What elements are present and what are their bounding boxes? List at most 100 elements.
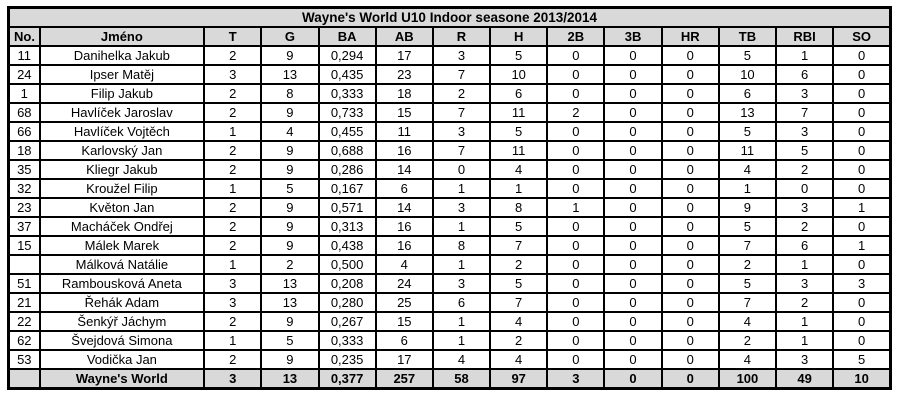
stat-cell-2b: 1 [546,197,606,218]
stat-cell-so: 1 [832,235,892,256]
stat-cell-r: 1 [431,311,492,332]
stat-cell-tb: 4 [717,159,778,180]
stat-cell-t: 2 [203,197,263,218]
stat-cell-t: 2 [203,102,263,123]
stat-cell-2b: 0 [546,330,606,351]
stat-cell-r: 8 [431,235,492,256]
table-row: 22 Šenkýř Jáchym 2 9 0,267 15 1 4 0 0 0 4 1 0 [7,311,892,332]
stat-cell-t: 3 [203,64,263,85]
table-row: 51 Rambousková Aneta 3 13 0,208 24 3 5 0 0 0 5 3 3 [7,273,892,294]
stat-cell-r: 0 [431,159,492,180]
stat-cell-3b: 0 [603,254,663,275]
stat-cell-tb: 2 [717,330,778,351]
player-name-cell: Kroužel Filip [38,178,206,199]
stat-cell-r: 7 [431,64,492,85]
stat-cell-rbi: 2 [775,159,835,180]
stat-cell-r: 3 [431,273,492,294]
player-number-cell [7,368,41,390]
player-name-cell: Wayne's World [38,368,206,390]
stat-cell-hr: 0 [660,273,720,294]
stat-cell-h: 1 [489,178,549,199]
player-name-cell: Vodička Jan [38,349,206,370]
stat-cell-ab: 16 [374,140,434,161]
stat-cell-so: 0 [832,102,892,123]
table-row: 15 Málek Marek 2 9 0,438 16 8 7 0 0 0 7 6 1 [7,235,892,256]
player-number-cell: 21 [7,292,41,313]
stat-cell-2b: 0 [546,83,606,104]
stat-cell-ab: 14 [374,197,434,218]
stat-cell-h: 10 [489,64,549,85]
column-header-h: H [489,26,549,47]
table-row: 24 Ipser Matěj 3 13 0,435 23 7 10 0 0 0 10 6 0 [7,64,892,85]
stat-cell-r: 3 [431,121,492,142]
stat-cell-g: 9 [260,349,320,370]
stat-cell-3b: 0 [603,216,663,237]
player-name-cell: Havlíček Jaroslav [38,102,206,123]
stat-cell-rbi: 3 [775,197,835,218]
table-row: 53 Vodička Jan 2 9 0,235 17 4 4 0 0 0 4 3 5 [7,349,892,370]
player-name-cell: Rambousková Aneta [38,273,206,294]
stat-cell-r: 1 [431,254,492,275]
stat-cell-r: 3 [431,197,492,218]
column-header-hr: HR [660,26,720,47]
player-number-cell: 18 [7,140,41,161]
player-number-cell: 37 [7,216,41,237]
player-number-cell: 35 [7,159,41,180]
stat-cell-tb: 9 [717,197,778,218]
column-header-rbi: RBI [775,26,835,47]
stat-cell-h: 97 [489,368,549,390]
stat-cell-2b: 0 [546,311,606,332]
stat-cell-so: 0 [832,45,892,66]
stat-cell-r: 4 [431,349,492,370]
table-row: 66 Havlíček Vojtěch 1 4 0,455 11 3 5 0 0 0 5 3 0 [7,121,892,142]
stat-cell-ba: 0,688 [317,140,377,161]
stat-cell-rbi: 6 [775,235,835,256]
stat-cell-3b: 0 [603,273,663,294]
stat-cell-t: 2 [203,140,263,161]
stat-cell-h: 8 [489,197,549,218]
stat-cell-tb: 10 [717,64,778,85]
stat-cell-ab: 4 [374,254,434,275]
stat-cell-tb: 13 [717,102,778,123]
stat-cell-t: 3 [203,292,263,313]
stat-cell-3b: 0 [603,102,663,123]
stat-cell-t: 2 [203,235,263,256]
team-total-row: Wayne's World 3 13 0,377 257 58 97 3 0 0 100 49 10 [7,368,892,390]
stat-cell-ab: 25 [374,292,434,313]
stat-cell-ab: 18 [374,83,434,104]
table-row: 37 Macháček Ondřej 2 9 0,313 16 1 5 0 0 0 5 2 0 [7,216,892,237]
player-name-cell: Šenkýř Jáchym [38,311,206,332]
stat-cell-2b: 0 [546,349,606,370]
stat-cell-t: 1 [203,254,263,275]
stat-cell-ab: 6 [374,178,434,199]
player-number-cell: 62 [7,330,41,351]
player-name-cell: Řehák Adam [38,292,206,313]
player-name-cell: Havlíček Vojtěch [38,121,206,142]
stat-cell-2b: 0 [546,235,606,256]
stat-cell-tb: 5 [717,273,778,294]
stat-cell-rbi: 3 [775,349,835,370]
player-name-cell: Švejdová Simona [38,330,206,351]
stat-cell-ba: 0,294 [317,45,377,66]
stat-cell-g: 9 [260,102,320,123]
stat-cell-ba: 0,167 [317,178,377,199]
stat-cell-ba: 0,333 [317,83,377,104]
stat-cell-3b: 0 [603,83,663,104]
player-number-cell: 32 [7,178,41,199]
player-name-cell: Málek Marek [38,235,206,256]
stat-cell-so: 0 [832,178,892,199]
player-number-cell: 1 [7,83,41,104]
player-stats-table: Wayne's World U10 Indoor seasone 2013/20… [7,6,892,390]
stat-cell-rbi: 2 [775,292,835,313]
stat-cell-hr: 0 [660,292,720,313]
stat-cell-t: 2 [203,83,263,104]
stat-cell-rbi: 0 [775,178,835,199]
stat-cell-t: 2 [203,349,263,370]
stat-cell-tb: 5 [717,216,778,237]
stat-cell-g: 13 [260,273,320,294]
stat-cell-hr: 0 [660,45,720,66]
stat-cell-r: 2 [431,83,492,104]
stat-cell-ab: 17 [374,349,434,370]
stat-cell-2b: 0 [546,121,606,142]
stat-cell-ab: 6 [374,330,434,351]
